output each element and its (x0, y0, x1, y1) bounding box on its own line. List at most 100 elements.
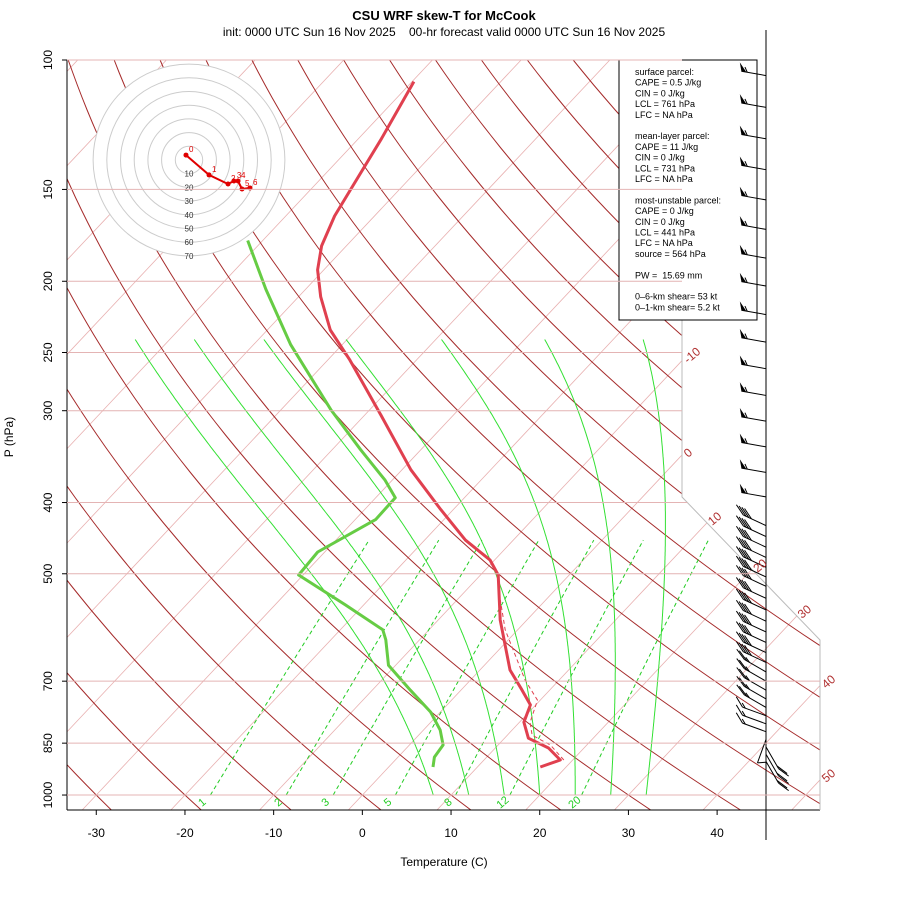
y-tick-label: 400 (41, 492, 55, 512)
mixing-ratio-label: 8 (442, 796, 454, 809)
barb-staff (743, 723, 766, 732)
hodograph-label: 0 (189, 145, 194, 154)
wind-barb (740, 434, 766, 447)
wind-barb (740, 382, 766, 395)
isotherm-label: 40 (819, 672, 838, 692)
barb-staff (741, 443, 766, 447)
hodograph-ring-label: 50 (185, 225, 194, 234)
x-tick-label: 20 (533, 826, 547, 840)
wind-barb (766, 754, 789, 783)
info-line: LCL = 731 hPa (635, 163, 695, 173)
info-line: CAPE = 0.5 J/kg (635, 78, 701, 88)
isotherm-label: 30 (795, 602, 814, 622)
y-tick-label: 500 (41, 563, 55, 583)
y-tick-label: 1000 (41, 781, 55, 808)
hodograph-ring-label: 40 (185, 211, 194, 220)
wind-barb (740, 484, 766, 497)
x-tick-label: -30 (88, 826, 106, 840)
y-tick-label: 150 (41, 179, 55, 199)
info-line: CIN = 0 J/kg (635, 217, 685, 227)
barb-staff (741, 338, 766, 342)
moist-adiabat (194, 340, 469, 796)
virtual-temperature-line (500, 600, 564, 760)
info-line: CIN = 0 J/kg (635, 153, 685, 163)
dry-adiabat (757, 60, 900, 810)
isotherm (0, 60, 610, 810)
hodograph-point (207, 172, 212, 177)
x-tick-label: 30 (622, 826, 636, 840)
mixing-ratio-line (210, 540, 369, 795)
wind-barb (740, 459, 766, 472)
mixing-ratio-line (395, 540, 538, 795)
y-tick-label: 250 (41, 342, 55, 362)
temperature-line (318, 82, 561, 767)
hodograph-ring-label: 30 (185, 197, 194, 206)
isotherm-label: -10 (681, 344, 704, 366)
info-line: LFC = NA hPa (635, 174, 693, 184)
hodograph-ring-label: 20 (185, 183, 194, 192)
y-tick-label: 200 (41, 271, 55, 291)
hodograph-point (226, 181, 231, 186)
hodograph-ring-label: 60 (185, 238, 194, 247)
moist-adiabat (135, 340, 433, 796)
isotherm (260, 60, 900, 810)
barb-full (739, 660, 747, 670)
hodograph-ring-label: 10 (185, 170, 194, 179)
isotherm-label: 20 (750, 556, 769, 576)
x-tick-label: -20 (176, 826, 194, 840)
hodograph-label: 1 (212, 165, 217, 174)
barb-full (777, 766, 787, 774)
isotherm (792, 60, 900, 810)
info-line: CAPE = 11 J/kg (635, 142, 698, 152)
info-line: source = 564 hPa (635, 249, 706, 259)
chart-subtitle: init: 0000 UTC Sun 16 Nov 2025 00-hr for… (223, 25, 666, 39)
y-tick-label: 100 (41, 50, 55, 70)
x-tick-label: 40 (710, 826, 724, 840)
mixing-ratio-label: 20 (566, 794, 583, 811)
isotherm-label: 50 (819, 766, 838, 786)
dry-adiabat (803, 60, 900, 810)
mixing-ratio-label: 12 (494, 794, 511, 811)
wind-barb (740, 355, 766, 368)
dry-adiabat (298, 60, 900, 810)
hodograph-ring-label: 70 (185, 252, 194, 261)
barb-full (779, 783, 789, 791)
moist-adiabat (264, 340, 504, 796)
info-line: CAPE = 0 J/kg (635, 206, 694, 216)
mixing-ratio-line (582, 540, 709, 795)
barb-staff (743, 621, 766, 632)
barb-staff (743, 715, 766, 724)
moist-adiabat (442, 340, 576, 796)
barb-full (737, 685, 745, 695)
isotherm-label: 10 (705, 509, 724, 529)
mixing-ratio-label: 3 (319, 796, 331, 809)
dry-adiabat (206, 60, 900, 810)
barb-full (737, 659, 745, 669)
info-line: 0–1-km shear= 5.2 kt (635, 302, 720, 312)
x-tick-label: -10 (265, 826, 283, 840)
x-axis-title: Temperature (C) (400, 855, 487, 869)
barb-staff (741, 364, 766, 368)
barb-full (757, 762, 765, 763)
chart-title: CSU WRF skew-T for McCook (352, 8, 536, 23)
barb-staff (743, 526, 766, 537)
barb-staff (743, 611, 766, 622)
mixing-ratio-label: 5 (382, 796, 394, 809)
hodograph-label: 6 (253, 178, 258, 187)
wind-barb (740, 329, 766, 342)
info-line: most-unstable parcel: (635, 195, 721, 205)
y-axis-title: P (hPa) (2, 417, 16, 457)
hodograph-point (236, 178, 241, 183)
y-tick-label: 850 (41, 733, 55, 753)
info-line: LFC = NA hPa (635, 238, 693, 248)
barb-full (739, 678, 747, 688)
x-tick-label: 10 (444, 826, 458, 840)
info-line: 0–6-km shear= 53 kt (635, 292, 718, 302)
info-line: LCL = 761 hPa (635, 99, 695, 109)
wind-barb (740, 408, 766, 421)
hodograph-point (183, 153, 188, 158)
y-tick-label: 700 (41, 671, 55, 691)
info-line: LFC = NA hPa (635, 110, 693, 120)
isotherm-label: 0 (681, 445, 695, 460)
